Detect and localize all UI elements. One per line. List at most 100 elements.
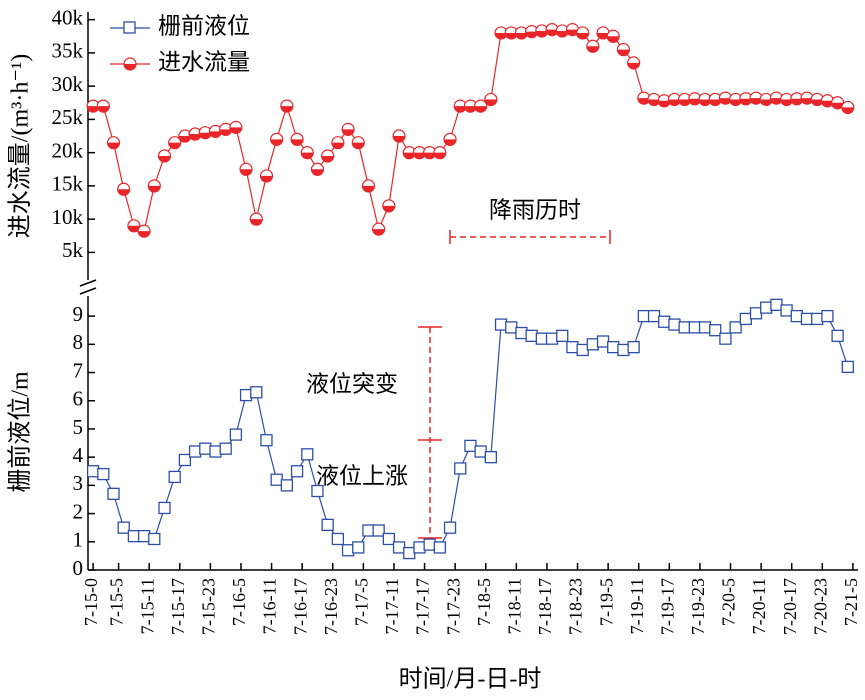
point	[229, 428, 243, 441]
x-tick-label: 7-16-23	[321, 578, 341, 635]
marker-half	[362, 185, 375, 192]
x-tick-label: 7-20-5	[719, 578, 739, 626]
point	[841, 100, 855, 115]
x-tick-label: 7-20-23	[810, 578, 830, 635]
marker	[607, 340, 620, 354]
x-tick-label: 7-15-23	[199, 578, 219, 635]
point	[616, 42, 631, 57]
point	[647, 309, 661, 323]
marker	[749, 307, 763, 320]
point	[678, 321, 691, 334]
marker-half	[189, 134, 202, 141]
point	[718, 91, 733, 105]
point	[596, 335, 610, 348]
marker-half	[178, 136, 191, 143]
marker-half	[97, 106, 110, 113]
point	[403, 546, 416, 560]
marker-half	[688, 98, 701, 105]
marker-half	[199, 132, 212, 139]
marker-half	[576, 32, 589, 39]
marker-half	[709, 99, 722, 106]
marker	[698, 321, 712, 334]
marker-half	[352, 142, 365, 149]
marker-half	[148, 185, 161, 192]
point	[198, 126, 212, 140]
marker-half	[229, 127, 242, 134]
point	[831, 96, 845, 110]
point	[474, 99, 488, 113]
marker	[484, 451, 497, 464]
marker-half	[280, 106, 293, 113]
marker-half	[831, 102, 844, 109]
x-tick-label: 7-15-17	[168, 578, 188, 635]
marker-half	[301, 152, 314, 159]
marker-half	[668, 99, 681, 106]
point	[280, 99, 294, 113]
marker-half	[372, 229, 385, 236]
marker	[403, 546, 416, 560]
point	[301, 448, 314, 461]
marker	[148, 532, 161, 546]
point	[219, 442, 232, 455]
point	[556, 329, 569, 343]
marker	[821, 309, 834, 323]
point	[668, 318, 681, 331]
x-tick-label: 7-19-17	[657, 578, 677, 635]
point	[770, 298, 783, 311]
point	[117, 182, 131, 196]
point	[219, 122, 233, 136]
marker-half	[546, 29, 559, 36]
marker	[301, 448, 314, 461]
marker-half	[597, 32, 610, 39]
marker-half	[423, 152, 436, 159]
point	[270, 473, 283, 486]
x-tick-label: 7-19-11	[627, 578, 647, 634]
marker	[107, 487, 120, 500]
point	[443, 521, 457, 534]
marker-half	[627, 62, 640, 69]
x-tick-label: 7-15-5	[107, 578, 127, 626]
marker	[790, 309, 803, 323]
x-tick-label: 7-18-11	[504, 578, 524, 634]
point	[321, 149, 335, 163]
marker-half	[474, 106, 487, 113]
marker	[668, 318, 681, 331]
x-tick-label: 7-15-11	[137, 578, 157, 634]
marker-half	[617, 49, 630, 56]
x-tick-label: 7-19-5	[596, 578, 616, 626]
point	[86, 465, 100, 478]
point	[290, 132, 304, 146]
marker-half	[382, 205, 395, 212]
marker-half	[556, 30, 569, 37]
point	[249, 212, 263, 226]
point	[749, 91, 763, 105]
legend-label: 栅前液位	[158, 13, 250, 38]
point	[464, 439, 477, 453]
marker	[311, 484, 324, 498]
marker	[250, 386, 263, 399]
marker	[505, 321, 518, 334]
x-tick-label: 7-15-0	[81, 578, 101, 626]
y-tick-label: 35k	[52, 39, 84, 63]
marker	[515, 326, 528, 340]
marker	[627, 340, 640, 354]
annotation: 液位突变	[306, 371, 398, 396]
marker	[158, 501, 171, 515]
marker	[260, 434, 273, 447]
point	[739, 92, 753, 106]
point	[576, 26, 590, 40]
marker	[800, 312, 814, 326]
series-line	[92, 304, 849, 554]
point	[811, 312, 824, 326]
marker	[117, 521, 130, 534]
marker	[219, 442, 232, 455]
x-tick-label: 7-19-23	[688, 578, 708, 635]
marker-half	[168, 142, 181, 149]
point	[821, 309, 834, 323]
y-tick-label: 7	[73, 358, 84, 382]
marker-half	[260, 175, 273, 182]
point	[607, 340, 620, 354]
point	[545, 332, 559, 345]
annotation: 降雨历时	[489, 197, 581, 222]
point	[157, 149, 172, 163]
